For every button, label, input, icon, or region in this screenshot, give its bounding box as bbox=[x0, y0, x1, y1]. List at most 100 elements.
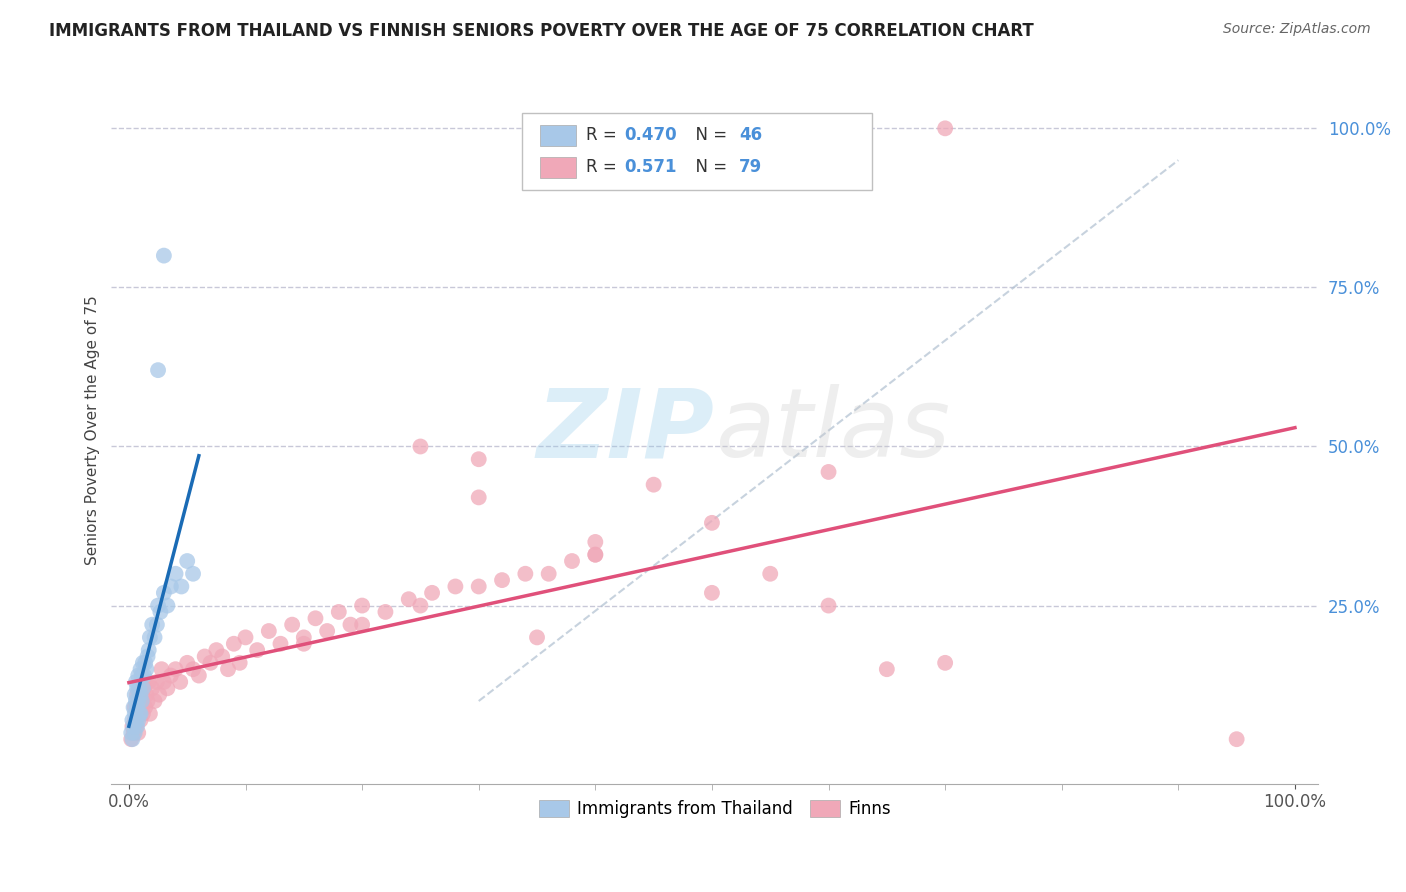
Point bbox=[409, 599, 432, 613]
Legend: Immigrants from Thailand, Finns: Immigrants from Thailand, Finns bbox=[533, 793, 897, 825]
Point bbox=[139, 631, 162, 645]
Point bbox=[125, 719, 148, 733]
FancyBboxPatch shape bbox=[540, 156, 576, 178]
Point bbox=[187, 668, 209, 682]
Point bbox=[700, 586, 723, 600]
Point bbox=[127, 713, 149, 727]
Point bbox=[128, 681, 150, 696]
Point bbox=[139, 706, 162, 721]
Y-axis label: Seniors Poverty Over the Age of 75: Seniors Poverty Over the Age of 75 bbox=[86, 296, 100, 566]
Point bbox=[228, 656, 250, 670]
Text: 0.470: 0.470 bbox=[624, 127, 676, 145]
Point bbox=[146, 599, 169, 613]
Point bbox=[561, 554, 583, 568]
Text: 79: 79 bbox=[740, 158, 762, 176]
Point bbox=[124, 726, 146, 740]
Point bbox=[160, 668, 183, 682]
Point bbox=[292, 631, 315, 645]
Point bbox=[148, 688, 170, 702]
Text: R =: R = bbox=[586, 127, 621, 145]
Text: atlas: atlas bbox=[714, 384, 950, 477]
Point bbox=[127, 668, 149, 682]
Point bbox=[222, 637, 245, 651]
Text: N =: N = bbox=[685, 158, 733, 176]
Text: 46: 46 bbox=[740, 127, 762, 145]
Point bbox=[181, 662, 204, 676]
Point bbox=[127, 726, 149, 740]
Point bbox=[194, 649, 217, 664]
Point bbox=[515, 566, 537, 581]
Text: N =: N = bbox=[685, 127, 733, 145]
Point bbox=[292, 637, 315, 651]
Point bbox=[759, 566, 782, 581]
Point bbox=[128, 706, 150, 721]
Point bbox=[200, 656, 222, 670]
Point bbox=[181, 566, 204, 581]
Point bbox=[467, 491, 489, 505]
Point bbox=[352, 599, 374, 613]
Point bbox=[153, 674, 176, 689]
Point bbox=[398, 592, 420, 607]
Point bbox=[129, 662, 152, 676]
Point bbox=[134, 700, 156, 714]
Point bbox=[129, 706, 152, 721]
Point bbox=[160, 579, 183, 593]
Point bbox=[122, 719, 145, 733]
Point bbox=[146, 674, 169, 689]
Point bbox=[138, 643, 160, 657]
Point bbox=[583, 535, 606, 549]
Point bbox=[150, 662, 173, 676]
FancyBboxPatch shape bbox=[540, 125, 576, 146]
Point bbox=[235, 631, 257, 645]
Point bbox=[134, 656, 156, 670]
Point bbox=[146, 617, 169, 632]
Point bbox=[141, 617, 163, 632]
Point bbox=[143, 631, 166, 645]
Point bbox=[643, 477, 665, 491]
Point bbox=[125, 674, 148, 689]
Point bbox=[339, 617, 361, 632]
Point bbox=[132, 681, 155, 696]
Point bbox=[124, 713, 146, 727]
Point bbox=[124, 700, 146, 714]
Point bbox=[165, 662, 187, 676]
Point bbox=[205, 643, 228, 657]
Point bbox=[121, 719, 143, 733]
Point bbox=[141, 681, 163, 696]
Point bbox=[132, 656, 155, 670]
Point bbox=[934, 121, 956, 136]
Point bbox=[257, 624, 280, 638]
Point bbox=[125, 694, 148, 708]
Point bbox=[156, 681, 179, 696]
Point bbox=[491, 573, 513, 587]
Point bbox=[352, 617, 374, 632]
Point bbox=[127, 694, 149, 708]
Point bbox=[934, 656, 956, 670]
Point bbox=[246, 643, 269, 657]
Point bbox=[122, 726, 145, 740]
Point bbox=[136, 694, 159, 708]
Point bbox=[121, 713, 143, 727]
Point bbox=[316, 624, 339, 638]
Point bbox=[281, 617, 304, 632]
Point bbox=[876, 662, 898, 676]
Point bbox=[129, 713, 152, 727]
Point bbox=[132, 706, 155, 721]
Point bbox=[124, 688, 146, 702]
Point bbox=[128, 700, 150, 714]
Point bbox=[131, 694, 153, 708]
Point bbox=[176, 656, 198, 670]
Text: ZIP: ZIP bbox=[537, 384, 714, 477]
Point bbox=[125, 706, 148, 721]
Point bbox=[269, 637, 291, 651]
Point bbox=[420, 586, 443, 600]
Point bbox=[537, 566, 560, 581]
Point bbox=[125, 681, 148, 696]
Point bbox=[328, 605, 350, 619]
Point bbox=[1226, 732, 1249, 747]
Point bbox=[374, 605, 396, 619]
Point bbox=[304, 611, 326, 625]
Text: 0.571: 0.571 bbox=[624, 158, 676, 176]
Point bbox=[125, 688, 148, 702]
Point bbox=[132, 668, 155, 682]
